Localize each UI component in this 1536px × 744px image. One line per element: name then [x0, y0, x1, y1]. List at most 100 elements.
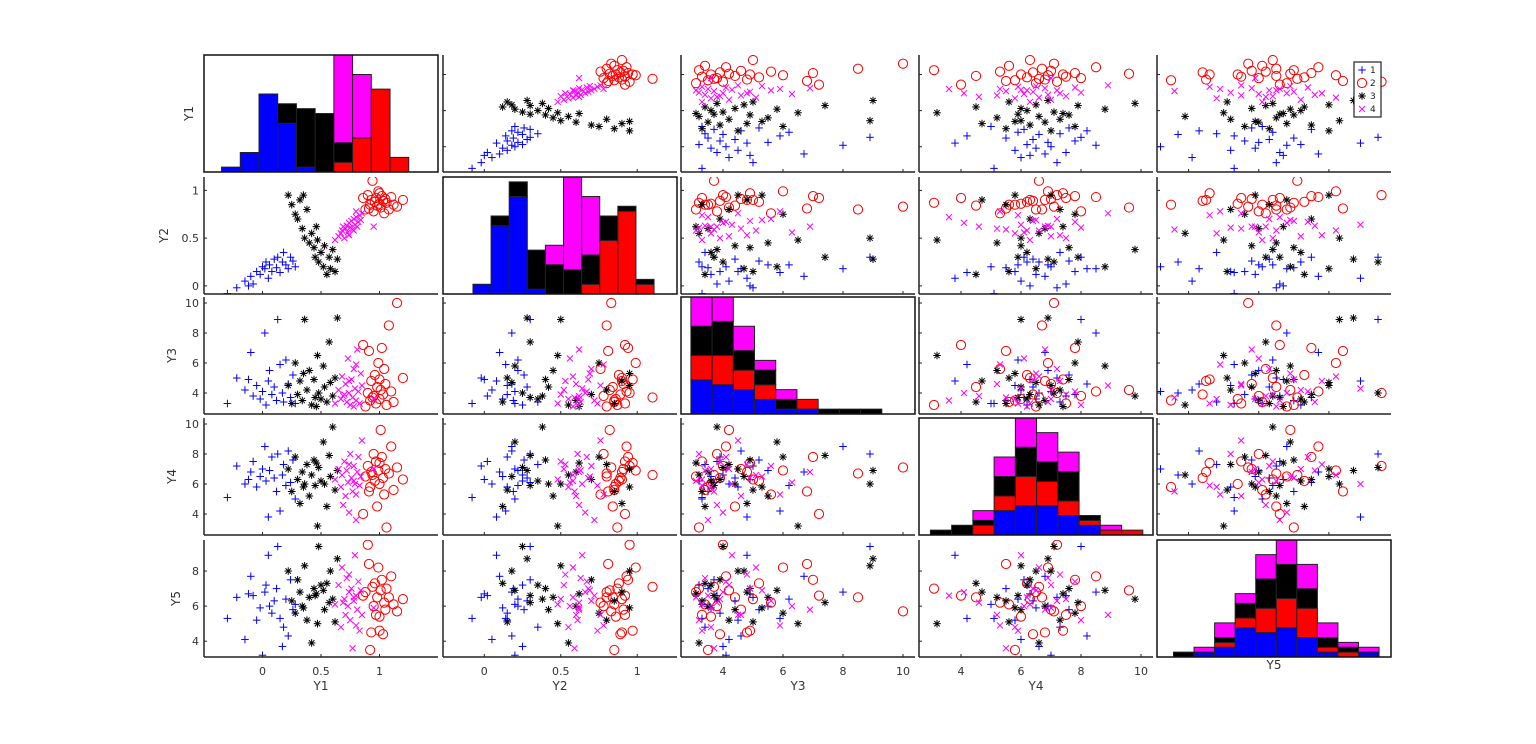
marker-stroke	[1276, 397, 1284, 404]
data-point	[1286, 105, 1295, 113]
marker-circle	[765, 208, 777, 219]
data-point	[319, 262, 328, 271]
data-point	[1237, 81, 1245, 89]
marker-stroke	[1374, 389, 1382, 397]
histogram-bar-group-3	[277, 103, 297, 124]
marker-stroke	[713, 223, 721, 231]
data-point	[514, 138, 522, 147]
marker-stroke	[508, 473, 515, 480]
marker-circle	[647, 469, 658, 481]
histogram-bar-group-4	[333, 54, 354, 144]
data-point	[561, 89, 569, 97]
data-point	[978, 196, 986, 204]
marker-stroke	[1237, 225, 1245, 232]
data-point	[1297, 248, 1305, 257]
marker-stroke	[1047, 395, 1055, 403]
marker-stroke	[508, 379, 515, 386]
data-point	[601, 401, 612, 412]
data-point	[776, 85, 784, 93]
marker-stroke	[1332, 227, 1340, 234]
marker-stroke	[504, 374, 511, 382]
marker-circle	[1267, 372, 1278, 384]
marker-stroke	[334, 256, 341, 263]
data-point	[1236, 71, 1247, 82]
marker-circle	[619, 508, 631, 520]
marker-stroke	[499, 103, 506, 111]
data-point	[1056, 248, 1064, 257]
data-point	[1195, 380, 1203, 388]
data-point	[261, 264, 269, 273]
data-point	[993, 239, 1001, 247]
data-point	[503, 146, 512, 155]
data-point	[1092, 264, 1100, 273]
marker-stroke	[296, 377, 303, 385]
data-point	[698, 487, 706, 496]
marker-stroke	[575, 74, 583, 82]
data-point	[647, 469, 658, 481]
data-point	[606, 58, 617, 69]
marker-stroke	[519, 109, 526, 116]
histogram-bar-group-3	[775, 398, 798, 410]
data-point	[1269, 234, 1277, 242]
data-point	[1247, 383, 1256, 391]
data-point	[541, 111, 550, 119]
data-point	[468, 493, 476, 502]
marker-stroke	[1304, 388, 1312, 395]
data-point	[698, 236, 706, 244]
histogram-bar-group-1	[239, 152, 260, 173]
data-point	[514, 128, 522, 137]
marker-stroke	[565, 395, 572, 403]
histogram-bar-group-3	[635, 278, 655, 285]
data-point	[1265, 215, 1273, 223]
marker-stroke	[571, 87, 578, 95]
data-point	[1219, 351, 1228, 360]
data-point	[731, 255, 739, 263]
marker-stroke	[1005, 374, 1013, 382]
data-point	[1017, 234, 1025, 242]
data-point	[1325, 127, 1333, 135]
data-point	[503, 98, 512, 106]
data-point	[807, 191, 819, 202]
marker-stroke	[1206, 400, 1213, 407]
marker-stroke	[993, 92, 1001, 99]
data-point	[755, 456, 763, 464]
data-point	[1281, 204, 1292, 215]
scatter-points	[1157, 297, 1387, 412]
data-point	[1237, 209, 1245, 217]
marker-circle	[1271, 320, 1282, 331]
data-point	[1283, 119, 1291, 128]
marker-stroke	[1297, 232, 1305, 240]
marker-circle	[807, 451, 819, 463]
marker-circle	[1253, 73, 1264, 84]
marker-stroke	[869, 256, 877, 263]
data-point	[291, 495, 300, 503]
marker-circle	[647, 392, 658, 403]
data-point	[526, 451, 534, 460]
marker-stroke	[1017, 316, 1025, 323]
data-point	[595, 453, 603, 461]
data-point	[807, 451, 819, 463]
data-point	[710, 125, 718, 134]
data-point	[370, 223, 378, 231]
marker-stroke	[1290, 111, 1297, 118]
data-point	[1188, 153, 1196, 162]
marker-stroke	[575, 501, 583, 509]
marker-stroke	[975, 392, 983, 400]
marker-stroke	[569, 471, 577, 479]
marker-stroke	[334, 314, 341, 322]
marker-stroke	[350, 462, 358, 470]
data-point	[627, 69, 638, 80]
histogram-bar-group-3	[754, 369, 777, 386]
data-point	[1376, 190, 1387, 201]
data-point	[1262, 223, 1270, 231]
data-point	[619, 398, 631, 409]
data-point	[520, 371, 528, 379]
histogram-bar-group-4	[775, 389, 798, 400]
marker-stroke	[698, 488, 706, 495]
data-point	[526, 315, 534, 324]
marker-circle	[720, 441, 732, 452]
data-point	[1011, 94, 1019, 102]
data-point	[357, 473, 365, 480]
marker-circle	[363, 486, 375, 497]
data-point	[586, 82, 594, 90]
